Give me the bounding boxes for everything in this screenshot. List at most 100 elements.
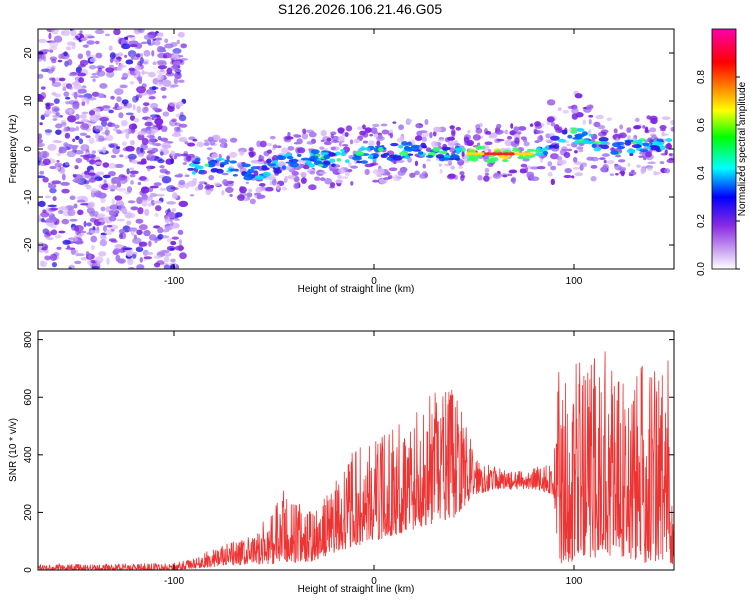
spectrogram-blob	[335, 179, 343, 184]
spectrogram-blob	[308, 131, 317, 138]
spectrogram-blob	[447, 173, 456, 179]
spectrogram-blob	[100, 206, 106, 212]
spectrogram-blob	[74, 165, 79, 170]
spectrogram-blob	[130, 52, 135, 61]
spectrogram-blob	[447, 136, 456, 141]
spectrogram-blob	[618, 132, 627, 139]
spectrogram-blob	[58, 53, 64, 59]
spectrogram-blob	[102, 183, 109, 189]
spectrogram-blob	[159, 151, 164, 156]
spectrogram-blob	[58, 206, 68, 211]
spectrogram-core	[410, 144, 420, 149]
spectrogram-blob	[300, 177, 307, 184]
spectrogram-blob	[115, 56, 122, 60]
spectrogram-blob	[574, 150, 578, 154]
spectrogram-core	[281, 165, 287, 170]
spectrogram-blob	[461, 150, 465, 157]
spectrogram-blob	[153, 200, 162, 204]
spectrogram-blob	[154, 37, 163, 41]
spectrogram-blob	[258, 183, 266, 187]
spectrogram-y-tick-label: 0	[23, 146, 34, 152]
spectrogram-blob	[156, 60, 167, 64]
snr-y-label: SNR (10 * v/v)	[8, 418, 19, 482]
spectrogram-blob	[73, 83, 83, 90]
spectrogram-blob	[455, 126, 462, 131]
spectrogram-core	[503, 150, 509, 153]
spectrogram-blob	[86, 222, 92, 227]
spectrogram-core	[388, 154, 398, 158]
spectrogram-blob	[89, 114, 100, 123]
spectrogram-blob	[178, 200, 189, 208]
spectrogram-blob	[49, 253, 58, 261]
spectrogram-blob	[668, 157, 674, 161]
spectrogram-blob	[146, 89, 155, 97]
spectrogram-blob	[119, 177, 128, 184]
spectrogram-blob	[75, 113, 80, 120]
spectrogram-blob	[167, 211, 176, 219]
spectrogram-blob	[450, 165, 456, 170]
spectrogram-blob	[393, 161, 397, 165]
spectrogram-core	[420, 142, 427, 148]
spectrogram-blob	[147, 196, 153, 201]
spectrogram-blob	[56, 152, 62, 157]
spectrogram-blob	[67, 115, 77, 123]
spectrogram-blob	[229, 137, 238, 143]
spectrogram-blob	[56, 160, 60, 163]
spectrogram-blob	[64, 132, 71, 139]
spectrogram-blob	[114, 124, 120, 129]
spectrogram-blob	[39, 150, 50, 159]
snr-y-tick-label: 0	[23, 567, 34, 573]
spectrogram-blob	[146, 153, 156, 161]
spectrogram-blob	[467, 129, 471, 134]
spectrogram-blob	[418, 130, 428, 134]
spectrogram-core	[305, 160, 312, 166]
spectrogram-core	[191, 170, 197, 175]
spectrogram-blob	[68, 127, 77, 132]
spectrogram-blob	[38, 200, 46, 207]
spectrogram-blob	[553, 124, 560, 131]
spectrogram-blob	[106, 257, 110, 265]
spectrogram-peak	[508, 152, 516, 156]
spectrogram-blob	[161, 175, 172, 184]
spectrogram-blob	[156, 260, 165, 265]
spectrogram-blob	[184, 141, 189, 145]
spectrogram-core	[378, 146, 384, 152]
spectrogram-blob	[114, 244, 125, 248]
spectrogram-blob	[237, 194, 245, 201]
spectrogram-blob	[113, 248, 123, 253]
spectrogram-blob	[398, 124, 405, 131]
spectrogram-blob	[329, 182, 336, 188]
spectrogram-blob	[97, 217, 106, 220]
spectrogram-peak	[520, 152, 528, 156]
spectrogram-blob	[133, 117, 140, 123]
spectrogram-blob	[46, 206, 50, 213]
spectrogram-blob	[136, 161, 147, 165]
spectrogram-blob	[414, 160, 419, 167]
spectrogram-blob	[160, 137, 169, 142]
spectrogram-blob	[511, 177, 516, 185]
spectrogram-blob	[228, 151, 238, 158]
spectrogram-blob	[522, 158, 530, 162]
spectrogram-blob	[661, 116, 671, 120]
spectrogram-blob	[248, 188, 253, 193]
spectrogram-blob	[395, 159, 405, 163]
spectrogram-blob	[56, 246, 62, 250]
spectrogram-blob	[164, 38, 169, 44]
spectrogram-blob	[141, 71, 149, 75]
spectrogram-blob	[368, 140, 375, 147]
spectrogram-blob	[203, 142, 210, 146]
spectrogram-core	[250, 166, 260, 170]
snr-y-ticks: 0 200 400 600 800	[23, 331, 674, 573]
spectrogram-blob	[114, 195, 123, 201]
spectrogram-blob	[45, 102, 51, 107]
spectrogram-blob	[38, 142, 45, 147]
spectrogram-core	[642, 142, 650, 147]
spectrogram-core	[574, 140, 580, 145]
snr-frame	[37, 330, 675, 571]
spectrogram-blob	[343, 146, 350, 153]
spectrogram-core	[476, 145, 486, 150]
spectrogram-blob	[38, 95, 45, 101]
spectrogram-blob	[563, 174, 572, 179]
spectrogram-blob	[104, 135, 114, 141]
spectrogram-blob	[169, 247, 175, 251]
